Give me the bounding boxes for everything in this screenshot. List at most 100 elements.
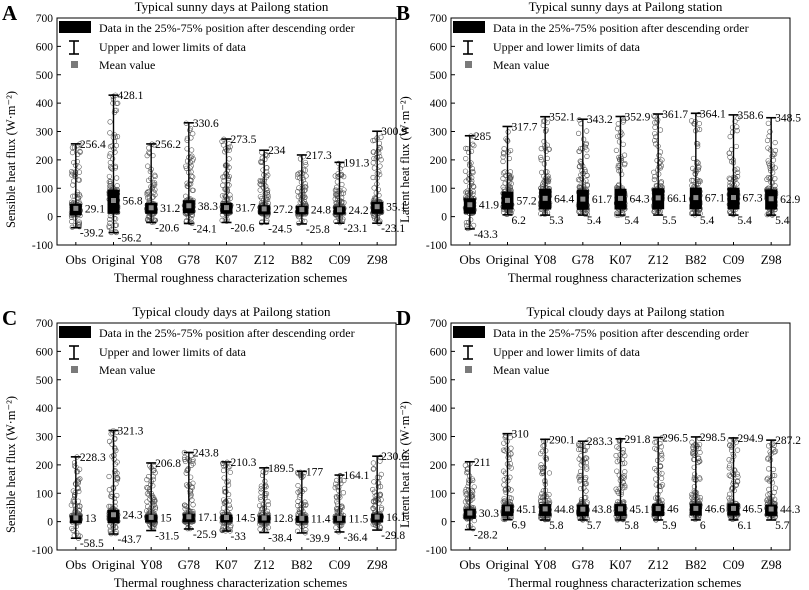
data-point xyxy=(76,164,82,170)
data-point xyxy=(295,174,301,180)
mean-value-label: 11.5 xyxy=(349,513,369,525)
series-c09: 294.9 46.5 6.1 xyxy=(726,433,764,532)
data-point xyxy=(654,446,660,453)
data-point xyxy=(622,484,628,491)
mean-marker xyxy=(693,505,699,511)
data-point xyxy=(726,457,732,463)
x-tick-label: Z98 xyxy=(761,252,782,267)
data-point xyxy=(370,466,376,472)
data-point xyxy=(144,477,150,483)
min-value-label: 5.4 xyxy=(738,215,753,227)
data-point xyxy=(182,456,188,463)
data-point xyxy=(581,136,587,142)
data-point xyxy=(694,159,700,165)
y-tick-label: 400 xyxy=(36,403,54,415)
series-obs: 228.3 13 -58.5 xyxy=(68,452,106,550)
data-point xyxy=(727,154,733,160)
data-point xyxy=(297,469,304,475)
data-point xyxy=(145,189,151,195)
data-point xyxy=(767,176,773,182)
series-k07: 291.8 45.1 5.8 xyxy=(613,434,651,532)
data-point xyxy=(303,173,309,179)
data-point xyxy=(333,494,339,500)
mean-value-label: 45.1 xyxy=(630,504,650,516)
mean-marker xyxy=(224,515,229,521)
mean-value-label: 13 xyxy=(85,513,97,525)
data-point xyxy=(546,470,552,476)
data-point xyxy=(185,467,191,473)
max-value-label: 310 xyxy=(512,429,530,441)
data-point xyxy=(223,146,229,152)
data-point xyxy=(222,193,228,199)
data-point xyxy=(658,444,665,450)
series-c09: 164.1 11.5 -36.4 xyxy=(332,470,370,544)
data-point xyxy=(735,474,741,480)
min-value-label: -28.2 xyxy=(474,530,498,542)
max-value-label: 164.1 xyxy=(344,470,370,482)
x-tick-label: K07 xyxy=(215,252,238,267)
data-point xyxy=(262,490,268,497)
data-point xyxy=(652,131,658,137)
data-point xyxy=(463,145,469,151)
x-tick-label: C09 xyxy=(329,557,351,572)
data-point xyxy=(147,168,153,175)
data-point xyxy=(618,491,624,497)
data-point xyxy=(500,154,506,160)
data-point xyxy=(265,498,271,505)
data-point xyxy=(224,187,230,194)
data-point xyxy=(726,495,732,501)
data-point xyxy=(614,468,620,474)
data-point xyxy=(583,475,589,481)
data-point xyxy=(656,164,662,170)
data-point xyxy=(300,175,306,181)
data-point xyxy=(341,477,347,484)
y-tick-label: 0 xyxy=(47,517,53,529)
data-point xyxy=(71,145,78,151)
data-point xyxy=(692,495,698,501)
series-original: 321.3 24.3 -43.7 xyxy=(106,425,144,546)
panel-title: Typical sunny days at Pailong station xyxy=(529,0,723,14)
series-z98: 300.9 35.1 -23.1 xyxy=(370,126,407,235)
data-point xyxy=(302,499,308,505)
data-point xyxy=(508,445,514,451)
x-tick-label: Y08 xyxy=(140,557,162,572)
data-point xyxy=(546,497,552,503)
mean-marker xyxy=(111,198,116,204)
data-point xyxy=(371,165,377,171)
data-point xyxy=(112,471,118,477)
mean-value-label: 24.3 xyxy=(123,510,143,522)
data-point xyxy=(112,149,118,155)
data-point xyxy=(772,148,779,154)
legend-whisker-label: Upper and lower limits of data xyxy=(493,345,641,359)
data-point xyxy=(375,484,381,490)
data-point xyxy=(576,446,582,453)
mean-value-label: 46 xyxy=(667,504,679,516)
data-point xyxy=(726,465,732,471)
mean-marker xyxy=(542,506,548,512)
legend-mean-label: Mean value xyxy=(99,58,155,72)
data-point xyxy=(107,159,113,166)
data-point xyxy=(107,151,113,157)
data-point xyxy=(539,169,545,175)
x-tick-label: B82 xyxy=(291,557,313,572)
min-value-label: 5.8 xyxy=(549,520,564,532)
legend-whisker-label: Upper and lower limits of data xyxy=(493,40,641,54)
y-tick-label: 700 xyxy=(430,13,448,25)
data-point xyxy=(652,114,658,120)
mean-marker xyxy=(299,207,305,213)
data-point xyxy=(332,196,338,202)
series-z12: 361.7 66.1 5.5 xyxy=(651,109,688,227)
panel-title: Typical cloudy days at Pailong station xyxy=(132,304,331,319)
data-point xyxy=(583,178,589,184)
data-point xyxy=(106,173,112,180)
data-point xyxy=(652,174,658,180)
mean-marker xyxy=(768,196,774,202)
data-point xyxy=(187,159,193,166)
data-point xyxy=(219,527,225,533)
data-point xyxy=(69,149,76,156)
data-point xyxy=(187,165,193,171)
data-point xyxy=(765,475,771,481)
min-value-label: 5.5 xyxy=(662,215,677,227)
data-point xyxy=(767,163,773,169)
max-value-label: 206.8 xyxy=(155,458,181,470)
